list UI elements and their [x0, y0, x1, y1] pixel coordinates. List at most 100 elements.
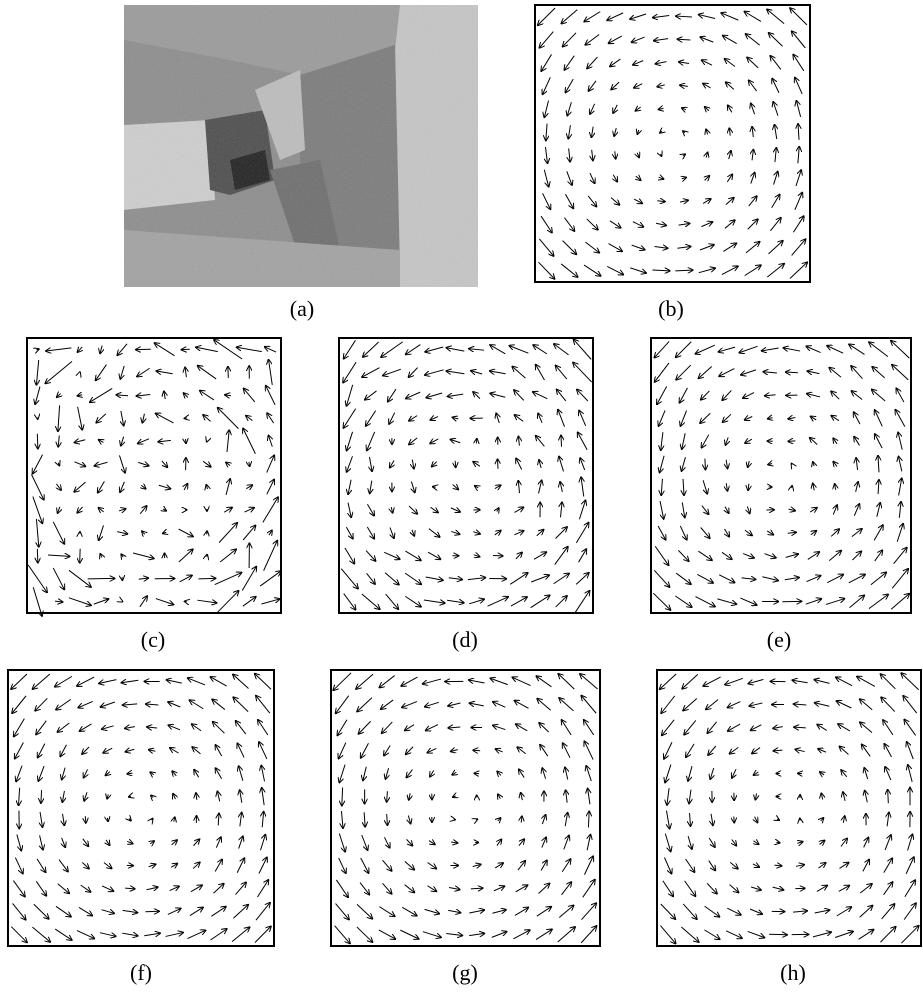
vector-arrow: [170, 886, 179, 890]
vector-arrow: [412, 460, 414, 469]
vector-arrow: [820, 841, 825, 845]
vector-arrow: [496, 413, 499, 423]
vector-arrow: [139, 578, 148, 579]
vector-arrow: [194, 770, 199, 777]
vector-arrow: [775, 125, 777, 139]
vector-arrow: [77, 931, 94, 939]
vector-arrow: [475, 486, 478, 488]
vector-arrow: [901, 673, 918, 689]
vector-arrow: [722, 266, 738, 274]
vector-arrow: [362, 368, 379, 377]
vector-arrow: [490, 345, 505, 354]
vector-arrow: [184, 393, 188, 397]
vector-arrow: [748, 219, 758, 229]
vector-arrow: [267, 456, 274, 473]
vector-arrow: [11, 674, 27, 689]
vector-arrow: [811, 531, 816, 535]
vector-arrow: [684, 720, 696, 734]
vector-arrow: [451, 842, 457, 843]
vector-arrow: [817, 886, 827, 892]
vector-arrow: [857, 677, 875, 687]
vector-arrow: [383, 369, 401, 375]
vector-arrow: [811, 416, 816, 419]
vector-arrow: [453, 485, 459, 490]
vector-arrow: [198, 578, 215, 579]
vector-arrow: [747, 506, 749, 513]
vector-arrow: [745, 265, 761, 275]
vector-arrow: [197, 600, 216, 603]
vector-arrow: [408, 816, 410, 824]
vector-arrow: [409, 793, 410, 799]
vector-arrow: [174, 817, 175, 821]
vector-arrow: [869, 594, 888, 608]
vector-arrow: [498, 818, 501, 821]
vector-arrow: [339, 833, 345, 851]
vector-arrow: [872, 390, 885, 401]
vector-arrow: [745, 12, 761, 22]
vector-arrow: [200, 391, 214, 400]
vector-arrow: [725, 507, 729, 513]
vector-arrow: [662, 720, 674, 735]
vector-arrow: [12, 696, 26, 713]
vector-arrow: [125, 888, 135, 889]
vector-arrow: [116, 395, 128, 396]
vector-arrow: [400, 930, 418, 939]
vector-arrow: [243, 526, 255, 540]
vector-arrow: [708, 746, 716, 755]
vector-arrow: [710, 768, 713, 779]
vector-arrow: [347, 456, 353, 472]
vector-arrow: [405, 885, 415, 893]
figure: (a) (b) (c) (d) (e) (f) (g) (h): [0, 0, 923, 992]
vector-arrow: [772, 195, 780, 208]
vector-arrow: [540, 745, 548, 756]
vector-arrow: [637, 130, 638, 134]
vector-arrow: [344, 594, 356, 610]
vector-arrow: [100, 933, 116, 937]
vector-arrow: [897, 524, 903, 542]
vector-arrow: [542, 837, 546, 847]
vector-arrow: [665, 765, 671, 783]
vector-arrow: [469, 349, 484, 350]
vector-arrow: [259, 857, 267, 873]
vector-arrow: [770, 218, 780, 231]
vector-arrow: [769, 241, 783, 254]
vector-arrow: [198, 366, 216, 379]
vector-arrow: [33, 587, 42, 616]
vector-arrow: [516, 724, 527, 731]
vector-arrow: [99, 440, 104, 443]
vector-arrow: [146, 704, 158, 705]
vector-arrow: [171, 864, 177, 868]
vector-arrow: [144, 933, 160, 935]
vector-arrow: [725, 220, 735, 228]
vector-arrow: [688, 836, 692, 849]
vector-arrow: [99, 525, 104, 540]
vector-arrow: [168, 909, 181, 915]
vector-arrow: [129, 796, 131, 797]
vector-arrow: [203, 461, 210, 466]
vector-arrow: [264, 541, 278, 571]
vector-arrow: [588, 196, 596, 206]
vector-arrow: [881, 697, 895, 711]
vector-arrow: [726, 460, 727, 468]
panel-frame: [8, 670, 274, 946]
vector-arrow: [96, 414, 105, 423]
vector-arrow: [361, 858, 369, 873]
vector-arrow: [369, 457, 372, 471]
vector-arrow: [121, 437, 124, 446]
vector-arrow: [77, 677, 94, 686]
vector-arrow: [634, 84, 642, 88]
vector-arrow: [813, 484, 814, 491]
vector-arrow: [538, 414, 542, 423]
vector-arrow: [795, 78, 802, 94]
vector-arrow: [498, 794, 501, 798]
vector-arrow: [793, 216, 803, 232]
vector-arrow: [564, 836, 569, 850]
vector-arrow: [237, 744, 244, 758]
vector-arrow: [235, 882, 246, 894]
vector-arrow: [69, 570, 91, 587]
vector-arrow: [854, 437, 859, 446]
vector-arrow: [19, 788, 20, 805]
vector-arrow: [860, 884, 872, 893]
vector-arrow: [102, 726, 114, 729]
vector-arrow: [343, 409, 355, 428]
